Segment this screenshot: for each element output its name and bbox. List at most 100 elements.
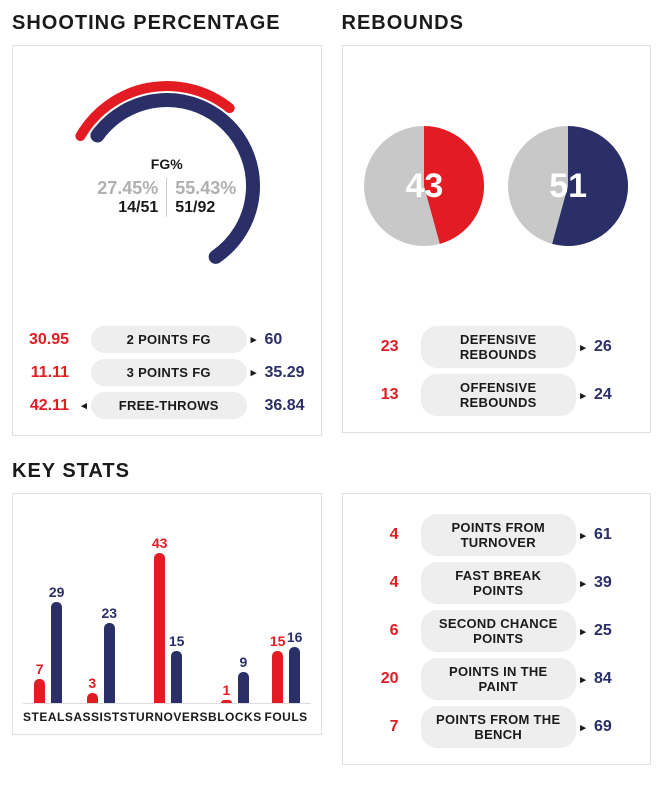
stat-left-value: 4: [353, 574, 407, 592]
pie-navy-value: 51: [503, 121, 633, 251]
stat-label-pill: DEFENSIVE REBOUNDS: [421, 326, 577, 368]
stat-row: 7POINTS FROM THE BENCH▸69: [353, 706, 641, 748]
fg-columns: 27.45% 14/51 55.43% 51/92: [89, 178, 244, 217]
shooting-donut-area: FG% 27.45% 14/51 55.43% 51/92: [23, 56, 311, 316]
stat-left-value: 7: [353, 718, 407, 736]
stat-right-value: 35.29: [261, 364, 311, 382]
bar-value-label: 7: [36, 661, 44, 677]
stat-right-value: 61: [590, 526, 640, 544]
stat-label-pill: 3 POINTS FG: [91, 359, 247, 386]
bar-group: 323ASSISTS: [73, 543, 128, 724]
keystats-bars-col: 729STEALS323ASSISTS4315TURNOVERS19BLOCKS…: [12, 493, 322, 765]
row-1: SHOOTING PERCENTAGE FG% 27.45% 14/51: [12, 12, 651, 436]
stat-left-value: 4: [353, 526, 407, 544]
bar-navy: 29: [51, 602, 62, 703]
shooting-donut: FG% 27.45% 14/51 55.43% 51/92: [57, 76, 277, 296]
keystats-rows: 4POINTS FROM TURNOVER▸61 4FAST BREAK POIN…: [353, 514, 641, 748]
bar-red: 15: [272, 651, 283, 703]
shooting-col: SHOOTING PERCENTAGE FG% 27.45% 14/51: [12, 12, 322, 436]
bar-baseline: [208, 703, 262, 704]
stat-label-pill: SECOND CHANCE POINTS: [421, 610, 577, 652]
bar-value-label: 15: [270, 633, 286, 649]
bar-pair: 3 23: [87, 543, 115, 703]
stat-right-value: 39: [590, 574, 640, 592]
caret-right-icon: ▸: [247, 333, 261, 346]
stat-right-value: 25: [590, 622, 640, 640]
rebounds-rows: 23DEFENSIVE REBOUNDS▸2613OFFENSIVE REBOU…: [353, 326, 641, 416]
pie-red: 43: [359, 121, 489, 251]
bar-red: 43: [154, 553, 165, 703]
fg-pct-right: 55.43%: [175, 178, 236, 199]
bar-pair: 4315: [154, 543, 182, 703]
shooting-title: SHOOTING PERCENTAGE: [12, 12, 322, 35]
bar-group: 1516FOULS: [262, 543, 311, 724]
stat-right-value: 69: [590, 718, 640, 736]
stat-row: 4POINTS FROM TURNOVER▸61: [353, 514, 641, 556]
stat-left-value: 42.11: [23, 397, 77, 415]
bar-value-label: 9: [239, 654, 247, 670]
bar-red: 3: [87, 693, 98, 703]
stat-right-value: 36.84: [261, 397, 311, 415]
rebounds-title: REBOUNDS: [342, 12, 652, 35]
keystats-rows-col: 4POINTS FROM TURNOVER▸61 4FAST BREAK POIN…: [342, 493, 652, 765]
stat-row: 42.11◂FREE-THROWS36.84: [23, 392, 311, 419]
bar-value-label: 15: [169, 633, 185, 649]
stat-left-value: 13: [353, 386, 407, 404]
caret-right-icon: ▸: [576, 721, 590, 734]
pie-red-value: 43: [359, 121, 489, 251]
caret-right-icon: ▸: [576, 673, 590, 686]
stat-right-value: 60: [261, 331, 311, 349]
stat-left-value: 30.95: [23, 331, 77, 349]
bar-category-label: TURNOVERS: [128, 710, 208, 724]
row-2: 729STEALS323ASSISTS4315TURNOVERS19BLOCKS…: [12, 493, 651, 765]
fg-col-right: 55.43% 51/92: [167, 178, 244, 217]
fg-pct-left: 27.45%: [97, 178, 158, 199]
bar-group: 729STEALS: [23, 543, 73, 724]
fg-label: FG%: [151, 156, 183, 172]
bar-navy: 15: [171, 651, 182, 703]
stat-left-value: 6: [353, 622, 407, 640]
bar-group: 19 BLOCKS: [208, 543, 262, 724]
stat-row: 4FAST BREAK POINTS▸39: [353, 562, 641, 604]
bar-value-label: 3: [88, 675, 96, 691]
stat-label-pill: OFFENSIVE REBOUNDS: [421, 374, 577, 416]
caret-right-icon: ▸: [576, 577, 590, 590]
rebounds-panel: 43 51 23DEFENSIVE REBOUNDS▸2613OFFENSIVE…: [342, 45, 652, 433]
stat-row: 30.95 2 POINTS FG▸60: [23, 326, 311, 353]
bar-category-label: STEALS: [23, 710, 73, 724]
stat-label-pill: 2 POINTS FG: [91, 326, 247, 353]
stat-left-value: 11.11: [23, 364, 77, 382]
stat-row: 11.11 3 POINTS FG▸35.29: [23, 359, 311, 386]
shooting-panel: FG% 27.45% 14/51 55.43% 51/92: [12, 45, 322, 436]
caret-right-icon: ▸: [576, 625, 590, 638]
stat-row: 13 OFFENSIVE REBOUNDS▸24: [353, 374, 641, 416]
caret-right-icon: ▸: [576, 389, 590, 402]
bar-pair: 19: [221, 543, 249, 703]
caret-right-icon: ▸: [576, 529, 590, 542]
caret-left-icon: ◂: [77, 399, 91, 412]
stat-right-value: 24: [590, 386, 640, 404]
bar-category-label: BLOCKS: [208, 710, 262, 724]
bar-pair: 1516: [272, 543, 300, 703]
keystats-bar-chart: 729STEALS323ASSISTS4315TURNOVERS19BLOCKS…: [23, 504, 311, 724]
bar-value-label: 1: [222, 682, 230, 698]
bar-value-label: 16: [287, 629, 303, 645]
caret-right-icon: ▸: [247, 366, 261, 379]
bar-navy: 9: [238, 672, 249, 703]
stat-left-value: 23: [353, 338, 407, 356]
fg-frac-left: 14/51: [118, 199, 158, 217]
bar-pair: 729: [34, 543, 62, 703]
bar-red: 7: [34, 679, 45, 703]
stat-left-value: 20: [353, 670, 407, 688]
stat-row: 23DEFENSIVE REBOUNDS▸26: [353, 326, 641, 368]
bar-group: 4315 TURNOVERS: [128, 543, 208, 724]
rebounds-pies: 43 51: [353, 56, 641, 316]
fg-col-left: 27.45% 14/51: [89, 178, 166, 217]
stat-row: 20POINTS IN THE PAINT▸84: [353, 658, 641, 700]
stat-row: 6 SECOND CHANCE POINTS▸25: [353, 610, 641, 652]
bar-baseline: [73, 703, 128, 704]
keystats-bars-panel: 729STEALS323ASSISTS4315TURNOVERS19BLOCKS…: [12, 493, 322, 735]
bar-navy: 23: [104, 623, 115, 703]
rebounds-col: REBOUNDS 43 51 23DEFENSIVE REBOUNDS▸2613…: [342, 12, 652, 436]
bar-baseline: [262, 703, 311, 704]
